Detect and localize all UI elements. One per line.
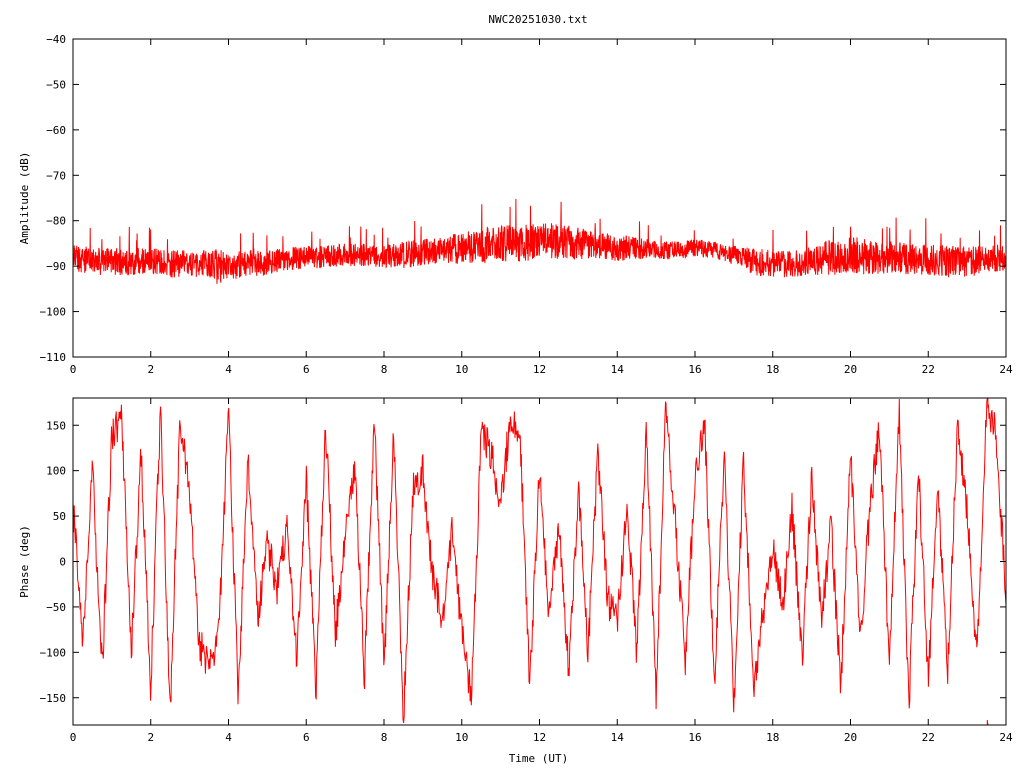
y-tick-label: −40 (46, 33, 66, 46)
chart-title: NWC20251030.txt (488, 13, 587, 26)
plot-frame (72, 38, 1007, 358)
y-tick-label: −110 (40, 351, 67, 364)
y-tick-label: −70 (46, 169, 66, 182)
y-tick-label: −80 (46, 215, 66, 228)
y-axis-label: Amplitude (dB) (18, 152, 31, 245)
y-tick-label: 50 (53, 510, 66, 523)
x-tick-label: 12 (533, 363, 546, 376)
x-tick-label: 16 (688, 363, 701, 376)
x-tick-label: 6 (303, 731, 310, 744)
y-tick-label: −50 (46, 601, 66, 614)
x-tick-label: 2 (147, 731, 154, 744)
y-tick-label: −90 (46, 260, 66, 273)
x-tick-label: 20 (844, 363, 857, 376)
y-tick-label: 100 (46, 465, 66, 478)
x-tick-label: 4 (225, 731, 232, 744)
y-tick-label: −150 (40, 692, 67, 705)
x-tick-label: 14 (611, 363, 625, 376)
x-tick-label: 20 (844, 731, 857, 744)
x-tick-label: 0 (70, 363, 77, 376)
x-tick-label: 18 (766, 731, 779, 744)
x-tick-label: 8 (381, 363, 388, 376)
x-tick-label: 10 (455, 731, 468, 744)
x-tick-label: 24 (999, 363, 1013, 376)
x-tick-label: 10 (455, 363, 468, 376)
panel-amplitude: 0 2 4 6 8 10 12 14 16 18 20 22 24−110−100−90−80−70−6… (18, 33, 1013, 376)
x-tick-label: 14 (611, 731, 625, 744)
x-tick-label: 0 (70, 731, 77, 744)
x-tick-label: 12 (533, 731, 546, 744)
x-tick-label: 2 (147, 363, 154, 376)
y-tick-label: −100 (40, 646, 67, 659)
x-tick-label: 6 (303, 363, 310, 376)
chart-panels: 0 2 4 6 8 10 12 14 16 18 20 22 24−110−100−90−80−70−6… (18, 33, 1013, 765)
y-tick-label: −50 (46, 78, 66, 91)
x-tick-label: 22 (922, 731, 935, 744)
x-tick-label: 8 (381, 731, 388, 744)
y-tick-label: −100 (40, 306, 67, 319)
y-axis-label: Phase (deg) (18, 525, 31, 598)
x-tick-label: 18 (766, 363, 779, 376)
x-axis-label: Time (UT) (509, 752, 569, 765)
y-tick-label: 150 (46, 419, 66, 432)
y-tick-label: −60 (46, 124, 66, 137)
x-tick-label: 24 (999, 731, 1013, 744)
x-tick-label: 16 (688, 731, 701, 744)
amplitude-trace (73, 198, 1006, 284)
panel-phase: 0 2 4 6 8 10 12 14 16 18 20 22 24−150−100−5005010015… (18, 397, 1013, 765)
phase-trace (73, 398, 1006, 725)
x-tick-label: 4 (225, 363, 232, 376)
y-tick-label: 0 (59, 556, 66, 569)
x-tick-label: 22 (922, 363, 935, 376)
